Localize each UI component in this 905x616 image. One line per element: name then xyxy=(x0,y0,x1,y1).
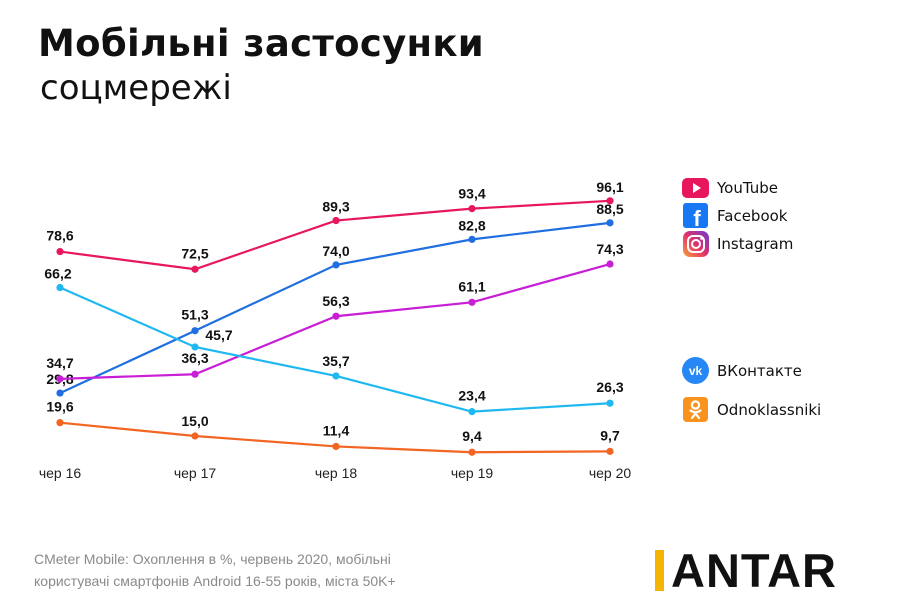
data-label: 56,3 xyxy=(322,293,349,309)
data-point xyxy=(468,298,476,306)
data-point xyxy=(332,442,340,451)
data-label: 35,7 xyxy=(322,353,349,369)
x-tick-label: чер 16 xyxy=(39,465,82,481)
x-tick-label: чер 18 xyxy=(315,465,358,481)
data-label: 74,0 xyxy=(322,243,349,259)
data-point xyxy=(191,343,199,351)
kantar-logo: ANTAR xyxy=(655,542,837,598)
page-title: Мобільні застосунки xyxy=(38,22,484,65)
svg-text:vk: vk xyxy=(689,364,703,378)
data-point xyxy=(468,408,476,416)
legend-label-odnoklassniki: Odnoklassniki xyxy=(717,400,822,419)
youtube-icon xyxy=(682,174,709,201)
kantar-logo-accent-bar xyxy=(655,549,664,591)
vk-icon: vk xyxy=(682,357,709,384)
data-label: 78,6 xyxy=(46,228,73,244)
data-label: 96,1 xyxy=(596,179,623,195)
data-label: 9,7 xyxy=(600,427,620,443)
data-label: 61,1 xyxy=(458,278,485,294)
data-label: 9,4 xyxy=(462,428,482,444)
data-label: 15,0 xyxy=(181,413,208,429)
x-tick-label: чер 19 xyxy=(451,465,494,481)
instagram-icon xyxy=(682,230,709,257)
data-point xyxy=(606,219,614,227)
legend-item-vkontakte: vk ВКонтакте xyxy=(682,357,802,384)
odnoklassniki-icon xyxy=(682,396,709,423)
data-point xyxy=(56,283,64,292)
data-point xyxy=(468,235,476,243)
data-point xyxy=(332,312,340,320)
data-point xyxy=(606,447,614,455)
data-label: 72,5 xyxy=(181,245,208,261)
data-label: 45,7 xyxy=(205,327,232,343)
svg-text:f: f xyxy=(693,206,701,228)
data-point xyxy=(468,448,476,456)
data-point xyxy=(332,216,340,225)
data-point xyxy=(468,205,476,213)
kantar-logo-text: ANTAR xyxy=(671,543,837,597)
data-label: 51,3 xyxy=(181,307,208,323)
source-note: CMeter Mobile: Охоплення в %, червень 20… xyxy=(34,551,396,589)
page-subtitle: соцмережі xyxy=(40,68,232,108)
data-label: 66,2 xyxy=(44,266,71,282)
facebook-icon: f xyxy=(682,202,709,229)
data-label: 19,6 xyxy=(46,399,73,415)
data-label: 23,4 xyxy=(458,388,485,404)
legend-label-vkontakte: ВКонтакте xyxy=(717,361,802,380)
data-label: 93,4 xyxy=(458,186,485,202)
data-point xyxy=(191,327,199,335)
data-point xyxy=(56,247,64,256)
legend-label-facebook: Facebook xyxy=(717,206,788,225)
legend-label-instagram: Instagram xyxy=(717,234,794,253)
legend-item-instagram: Instagram xyxy=(682,230,793,257)
legend-item-youtube: YouTube xyxy=(682,174,778,201)
data-label: 82,8 xyxy=(458,217,485,233)
data-label: 36,3 xyxy=(181,350,208,366)
data-point xyxy=(191,265,199,273)
data-point xyxy=(606,399,614,407)
data-point xyxy=(332,372,340,380)
data-point xyxy=(606,197,614,205)
legend-item-facebook: f Facebook xyxy=(682,202,787,229)
data-point xyxy=(56,419,64,427)
x-tick-label: чер 20 xyxy=(589,465,632,481)
x-tick-label: чер 17 xyxy=(174,465,217,481)
data-label: 11,4 xyxy=(323,422,350,438)
data-label: 88,5 xyxy=(596,201,623,217)
data-point xyxy=(332,261,340,269)
legend-item-odnoklassniki: Odnoklassniki xyxy=(682,396,821,423)
data-label: 34,7 xyxy=(46,355,73,371)
data-point xyxy=(56,389,64,397)
data-label: 26,3 xyxy=(596,379,623,395)
data-point xyxy=(56,375,64,383)
data-point xyxy=(191,370,199,378)
data-point xyxy=(191,432,199,440)
data-label: 89,3 xyxy=(322,199,349,215)
data-label: 74,3 xyxy=(596,241,623,257)
legend-label-youtube: YouTube xyxy=(717,178,778,197)
data-point xyxy=(606,260,614,268)
